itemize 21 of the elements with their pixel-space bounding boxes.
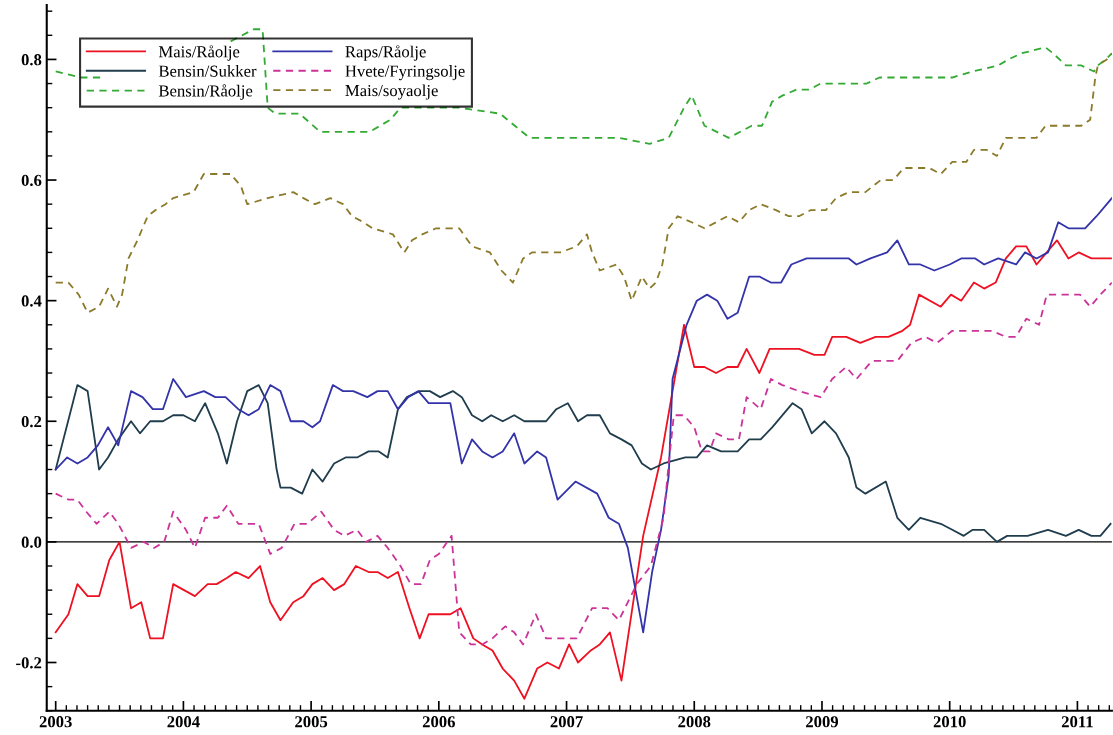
x-tick-label: 2010 — [933, 716, 966, 728]
legend-label: Bensin/Råolje — [158, 84, 253, 100]
x-tick-label: 2009 — [806, 716, 839, 728]
legend-label: Raps/Råolje — [345, 45, 426, 61]
y-tick-label: 0.0 — [21, 536, 42, 548]
x-tick-label: 2007 — [550, 716, 583, 728]
legend-label: Hvete/Fyringsolje — [345, 65, 465, 81]
legend-label: Mais/Råolje — [158, 45, 240, 61]
y-tick-label: 0.2 — [21, 415, 42, 428]
x-tick-label: 2003 — [39, 716, 72, 728]
x-tick-label: 2008 — [678, 716, 711, 728]
legend-label: Mais/soyaolje — [345, 84, 438, 100]
x-tick-label: 2005 — [295, 716, 328, 728]
legend-label: Bensin/Sukker — [158, 65, 257, 77]
x-tick-label: 2006 — [422, 716, 456, 728]
x-tick-label: 2004 — [167, 716, 200, 728]
y-tick-label: 0.6 — [21, 174, 42, 187]
y-tick-label: -0.2 — [16, 657, 42, 669]
y-tick-label: 0.8 — [21, 54, 42, 66]
y-tick-label: 0.4 — [21, 295, 42, 307]
x-tick-label: 2011 — [1061, 716, 1093, 728]
